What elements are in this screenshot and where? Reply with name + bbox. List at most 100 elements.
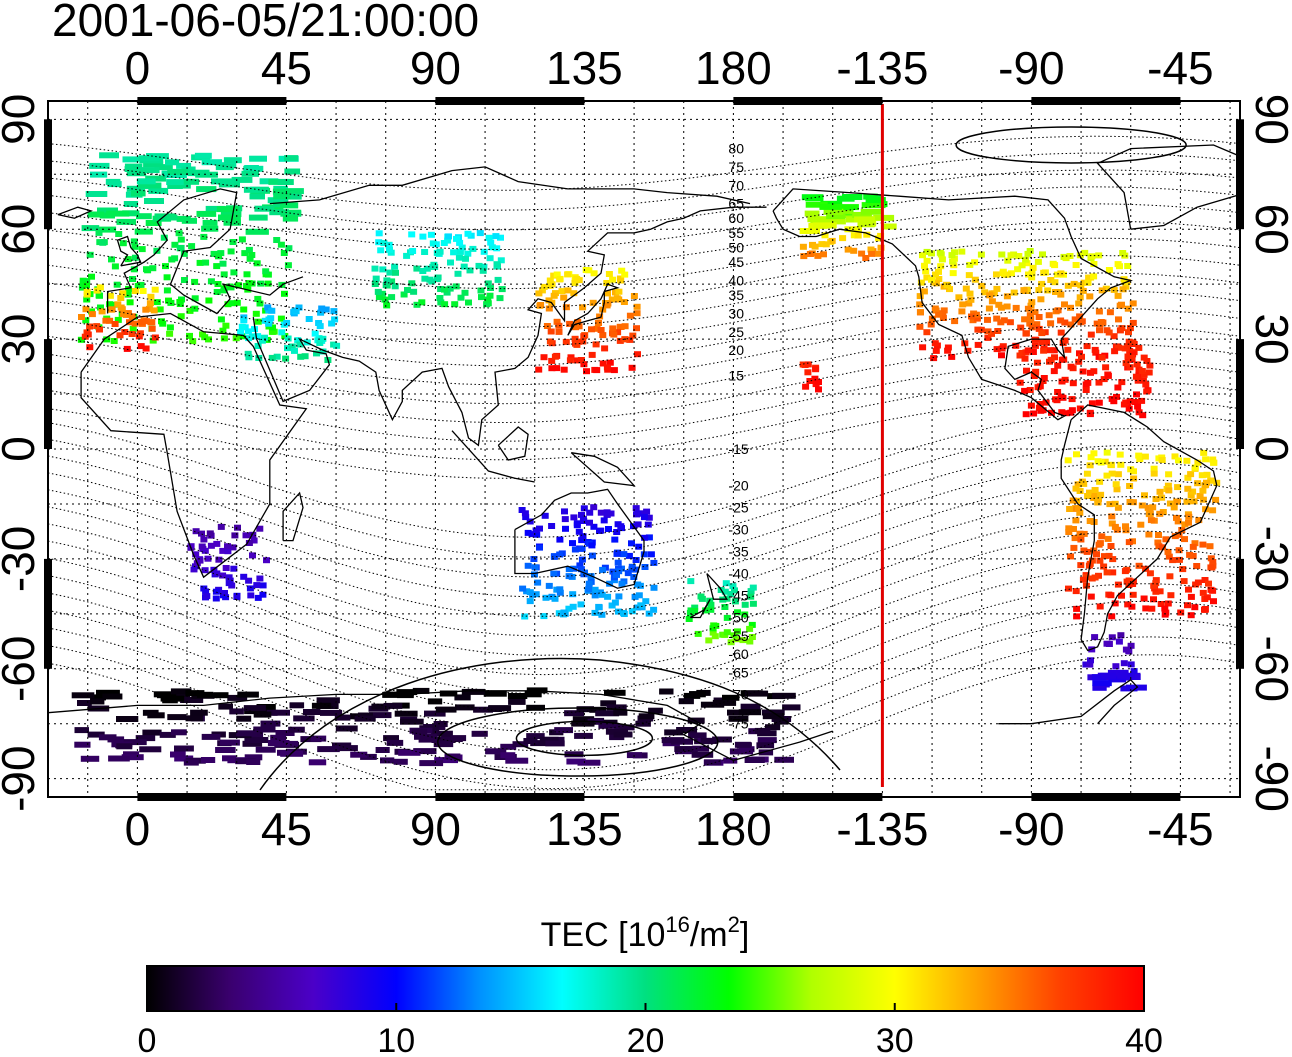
tec-cell <box>1096 478 1104 485</box>
tec-cell <box>617 523 625 530</box>
tec-cell <box>244 754 263 761</box>
tec-cell <box>645 534 653 541</box>
tec-cell <box>723 757 738 764</box>
tec-cell <box>799 228 820 234</box>
tec-cell <box>1098 533 1106 540</box>
tec-cell <box>207 278 215 285</box>
tec-cell <box>254 333 262 340</box>
tec-cell <box>485 234 493 241</box>
tec-cell <box>234 524 241 531</box>
tec-cell <box>632 505 640 512</box>
tec-cell <box>414 733 438 740</box>
tec-cell <box>393 758 408 765</box>
tec-cell <box>165 159 180 166</box>
tec-cell <box>500 743 517 750</box>
tec-cell <box>446 285 454 292</box>
tec-cell <box>599 360 607 367</box>
tec-cell <box>1067 321 1075 328</box>
tec-cell <box>205 205 226 212</box>
tec-cell <box>1090 261 1098 267</box>
tec-cell <box>148 319 156 326</box>
mlat-label: -65 <box>728 664 748 680</box>
tec-cell <box>1076 405 1084 412</box>
tec-cell <box>77 336 85 343</box>
tec-cell <box>922 268 930 275</box>
tec-cell <box>74 727 89 734</box>
tec-cell <box>246 585 254 592</box>
tec-cell <box>1102 364 1110 371</box>
tec-cell <box>84 331 92 338</box>
tec-cell <box>566 357 574 364</box>
tec-cell <box>117 304 125 311</box>
tec-cell <box>739 637 747 644</box>
tec-cell <box>136 178 156 185</box>
tec-cell <box>213 289 221 295</box>
tec-cell <box>863 193 878 200</box>
tec-cell <box>273 193 291 200</box>
tec-cell <box>1162 536 1170 543</box>
tec-cell <box>632 566 640 573</box>
tec-cell <box>1098 354 1106 361</box>
tec-cell <box>978 282 986 289</box>
tec-cell <box>1033 321 1041 328</box>
tec-cell <box>198 543 206 550</box>
tec-cell <box>865 197 886 203</box>
tec-cell <box>479 267 487 274</box>
tec-cell <box>1119 250 1127 256</box>
tec-cell <box>1181 536 1188 543</box>
tec-cell <box>562 338 570 345</box>
tec-cell <box>637 602 645 609</box>
coastline <box>706 573 728 600</box>
tec-cell <box>1187 471 1195 478</box>
tec-cell <box>150 307 158 314</box>
tec-cell <box>219 260 227 267</box>
tec-cell <box>1145 369 1153 376</box>
tec-cell <box>267 315 275 322</box>
tec-cell <box>97 304 104 311</box>
tec-cell <box>1104 372 1112 379</box>
tec-cell <box>1088 557 1096 564</box>
tec-cell <box>734 609 741 616</box>
tec-cell <box>1070 544 1078 551</box>
tec-cell <box>580 333 588 340</box>
tec-cell <box>380 757 395 764</box>
tec-cell <box>1081 249 1089 256</box>
tec-cell <box>177 236 185 243</box>
tec-cell <box>1146 362 1154 369</box>
tec-cell <box>413 301 421 308</box>
tec-cell <box>175 230 183 237</box>
tec-cell <box>283 319 291 326</box>
tec-cell <box>565 566 573 573</box>
tec-cell <box>110 338 118 344</box>
tec-cell <box>96 284 104 291</box>
tec-cell <box>131 320 139 327</box>
frame-band-bottom <box>137 793 287 801</box>
tec-cell <box>143 161 164 168</box>
tec-cell <box>1114 471 1122 478</box>
y-tick-label-right: 60 <box>1246 204 1292 255</box>
tec-cell <box>546 277 554 284</box>
tec-cell <box>1124 305 1132 312</box>
tec-cell <box>1200 449 1208 456</box>
tec-cell <box>82 306 90 313</box>
tec-cell <box>157 692 180 699</box>
tec-cell <box>388 278 396 285</box>
tec-cell <box>1076 488 1084 494</box>
tec-cell <box>664 729 684 736</box>
tec-cell <box>1127 642 1135 649</box>
tec-cell <box>944 347 952 354</box>
tec-cell <box>71 692 95 699</box>
tec-cell <box>191 295 199 302</box>
tec-cell <box>273 237 281 243</box>
tec-cell <box>190 566 198 573</box>
tec-cell <box>1210 459 1218 466</box>
tec-cell <box>117 295 125 301</box>
tec-cell <box>807 216 830 223</box>
tec-cell <box>635 543 643 550</box>
tec-cell <box>1029 264 1037 271</box>
tec-cell <box>578 556 586 563</box>
tec-cell <box>923 329 931 336</box>
tec-cell <box>480 248 488 255</box>
tec-cell <box>534 579 542 586</box>
mlat-label: 70 <box>728 177 744 193</box>
